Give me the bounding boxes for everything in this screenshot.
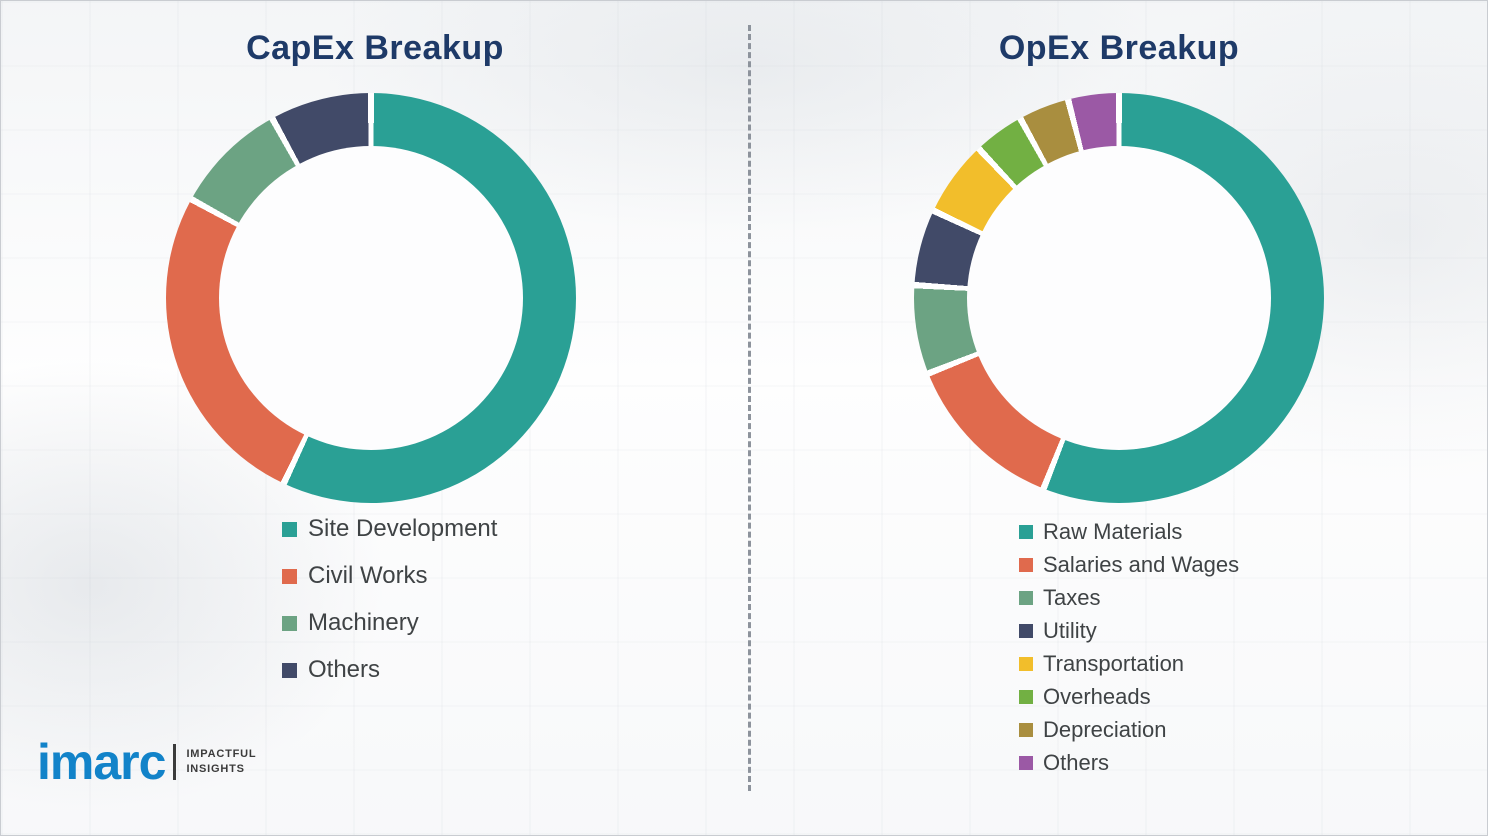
legend-label: Civil Works bbox=[308, 562, 428, 589]
legend-item: Others bbox=[1019, 750, 1239, 776]
legend-swatch bbox=[1019, 690, 1033, 704]
legend-swatch bbox=[282, 568, 297, 584]
legend-swatch bbox=[1019, 558, 1033, 572]
imarc-logo-text: imarc bbox=[37, 734, 166, 790]
legend-label: Overheads bbox=[1043, 684, 1151, 709]
legend-item: Site Development bbox=[282, 515, 497, 543]
legend-item: Machinery bbox=[282, 609, 497, 637]
legend-swatch bbox=[1019, 657, 1033, 671]
imarc-tagline-line2: INSIGHTS bbox=[186, 763, 245, 775]
legend-swatch bbox=[1019, 723, 1033, 737]
legend-item: Raw Materials bbox=[1019, 519, 1239, 545]
legend-item: Depreciation bbox=[1019, 717, 1239, 743]
legend-item: Transportation bbox=[1019, 651, 1239, 677]
legend-item: Civil Works bbox=[282, 562, 497, 590]
legend-label: Salaries and Wages bbox=[1043, 552, 1240, 577]
legend-label: Depreciation bbox=[1043, 717, 1167, 742]
legend-item: Taxes bbox=[1019, 585, 1239, 611]
legend-label: Machinery bbox=[308, 609, 419, 636]
legend-item: Overheads bbox=[1019, 684, 1239, 710]
opex-donut-hole bbox=[967, 146, 1271, 450]
legend-label: Others bbox=[1043, 750, 1110, 775]
imarc-logo: imarc IMPACTFUL INSIGHTS bbox=[37, 737, 256, 787]
legend-swatch bbox=[1019, 591, 1033, 605]
legend-label: Site Development bbox=[308, 515, 498, 542]
capex-legend: Site Development Civil Works Machinery Othe… bbox=[282, 515, 497, 703]
legend-item: Utility bbox=[1019, 618, 1239, 644]
legend-swatch bbox=[1019, 624, 1033, 638]
legend-swatch bbox=[1019, 756, 1033, 770]
opex-title: OpEx Breakup bbox=[998, 29, 1240, 67]
legend-swatch bbox=[1019, 525, 1033, 539]
legend-item: Others bbox=[282, 656, 497, 684]
imarc-tagline-line1: IMPACTFUL bbox=[186, 748, 257, 761]
divider-line bbox=[748, 25, 751, 791]
legend-label: Taxes bbox=[1043, 585, 1101, 610]
legend-swatch bbox=[282, 615, 297, 631]
legend-swatch bbox=[282, 662, 297, 678]
legend-label: Raw Materials bbox=[1043, 519, 1183, 544]
capex-donut-hole bbox=[219, 146, 523, 450]
legend-label: Utility bbox=[1043, 618, 1097, 643]
legend-swatch bbox=[282, 521, 297, 537]
capex-title: CapEx Breakup bbox=[246, 29, 504, 67]
legend-item: Salaries and Wages bbox=[1019, 552, 1239, 578]
imarc-logo-divider bbox=[173, 744, 177, 780]
imarc-logo-tagline: IMPACTFUL INSIGHTS bbox=[186, 747, 256, 777]
opex-legend: Raw Materials Salaries and Wages Taxes Util… bbox=[1019, 519, 1239, 783]
opex-donut-chart bbox=[914, 93, 1324, 503]
legend-label: Others bbox=[308, 656, 381, 683]
legend-label: Transportation bbox=[1043, 651, 1185, 676]
capex-donut-chart bbox=[166, 93, 576, 503]
